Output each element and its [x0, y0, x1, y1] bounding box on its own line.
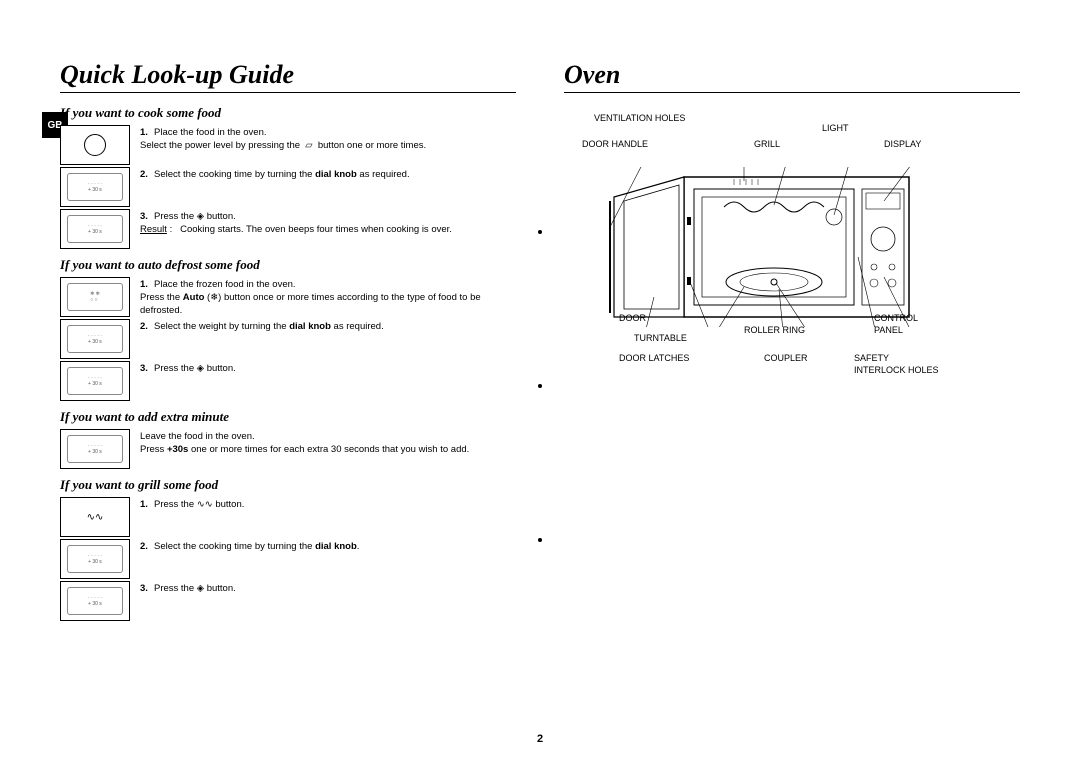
step-row: 1.Place the food in the oven.Select the …	[60, 125, 516, 165]
oven-illustration	[584, 167, 914, 327]
step-text: Press the ◈ button.Result : Cooking star…	[140, 211, 452, 235]
page: Quick Look-up Guide If you want to cook …	[0, 0, 1080, 763]
step-text: Place the food in the oven.Select the po…	[140, 127, 426, 151]
step-num: 3.	[140, 211, 154, 224]
step-num: 3.	[140, 583, 154, 596]
diagram-icon	[60, 125, 130, 165]
step-num: 2.	[140, 321, 154, 334]
diagram-icon: · · · · ·+ 30 s	[60, 539, 130, 579]
diagram-icon: · · · · ·+ 30 s	[60, 209, 130, 249]
step-row: · · · · ·+ 30 s 2.Select the weight by t…	[60, 319, 516, 359]
label-light: LIGHT	[822, 123, 849, 133]
step-text: Place the frozen food in the oven.Press …	[140, 279, 481, 316]
heading-cook: If you want to cook some food	[60, 105, 516, 121]
label-turntable: TURNTABLE	[634, 333, 687, 343]
step-num: 2.	[140, 541, 154, 554]
step-row: · · · · ·+ 30 s 3.Press the ◈ button.	[60, 581, 516, 621]
step-text: Select the weight by turning the dial kn…	[154, 321, 384, 332]
step-text: Press the ∿∿ button.	[154, 499, 244, 510]
page-number: 2	[537, 733, 543, 745]
left-column: Quick Look-up Guide If you want to cook …	[60, 60, 540, 743]
label-control-panel-1: CONTROL	[874, 313, 918, 323]
label-safety-2: INTERLOCK HOLES	[854, 365, 939, 375]
heading-extra: If you want to add extra minute	[60, 409, 516, 425]
diagram-icon: · · · · ·+ 30 s	[60, 319, 130, 359]
oven-diagram: VENTILATION HOLES DOOR HANDLE GRILL LIGH…	[564, 113, 1020, 413]
step-row: · · · · ·+ 30 s 3.Press the ◈ button.	[60, 361, 516, 401]
step-text: Leave the food in the oven.Press +30s on…	[140, 431, 469, 455]
step-row: · · · · ·+ 30 s 2.Select the cooking tim…	[60, 167, 516, 207]
label-control-panel-2: PANEL	[874, 325, 903, 335]
step-num: 1.	[140, 499, 154, 512]
step-num: 1.	[140, 279, 154, 292]
diagram-icon: · · · · ·+ 30 s	[60, 581, 130, 621]
step-row: · · · · ·+ 30 s Leave the food in the ov…	[60, 429, 516, 469]
step-row: ∿∿ 1.Press the ∿∿ button.	[60, 497, 516, 537]
label-roller-ring: ROLLER RING	[744, 325, 805, 335]
step-row: ❄ ❄○ ○ 1.Place the frozen food in the ov…	[60, 277, 516, 317]
right-title: Oven	[564, 60, 1020, 93]
heading-defrost: If you want to auto defrost some food	[60, 257, 516, 273]
step-num: 1.	[140, 127, 154, 140]
heading-grill: If you want to grill some food	[60, 477, 516, 493]
step-num: 3.	[140, 363, 154, 376]
step-row: · · · · ·+ 30 s 3.Press the ◈ button.Res…	[60, 209, 516, 249]
step-num: 2.	[140, 169, 154, 182]
step-text: Select the cooking time by turning the d…	[154, 169, 410, 180]
label-door-latches: DOOR LATCHES	[619, 353, 689, 363]
label-door: DOOR	[619, 313, 646, 323]
diagram-icon: ∿∿	[60, 497, 130, 537]
step-text: Select the cooking time by turning the d…	[154, 541, 359, 552]
label-coupler: COUPLER	[764, 353, 808, 363]
right-column: Oven VENTILATION HOLES DOOR HANDLE GRILL…	[540, 60, 1020, 743]
diagram-icon: · · · · ·+ 30 s	[60, 361, 130, 401]
left-title: Quick Look-up Guide	[60, 60, 516, 93]
center-dots	[538, 230, 542, 542]
label-display: DISPLAY	[884, 139, 921, 149]
diagram-icon: ❄ ❄○ ○	[60, 277, 130, 317]
label-ventilation: VENTILATION HOLES	[594, 113, 685, 123]
label-door-handle: DOOR HANDLE	[582, 139, 648, 149]
label-grill: GRILL	[754, 139, 780, 149]
step-row: · · · · ·+ 30 s 2.Select the cooking tim…	[60, 539, 516, 579]
step-text: Press the ◈ button.	[154, 583, 236, 594]
diagram-icon: · · · · ·+ 30 s	[60, 429, 130, 469]
diagram-icon: · · · · ·+ 30 s	[60, 167, 130, 207]
label-safety-1: SAFETY	[854, 353, 889, 363]
step-text: Press the ◈ button.	[154, 363, 236, 374]
